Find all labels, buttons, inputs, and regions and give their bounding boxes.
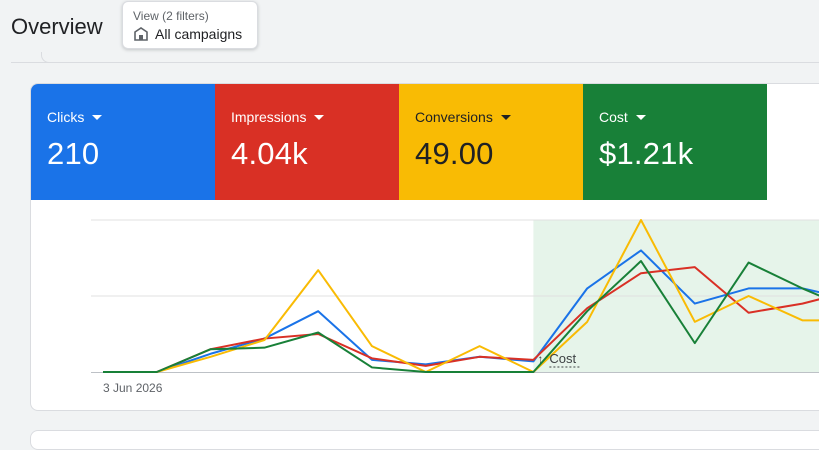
caret-down-icon [500, 114, 511, 120]
filter-value: All campaigns [133, 26, 242, 42]
metric-tabs: Clicks 210 Impressions 4.04k Conversions… [31, 84, 767, 200]
metric-label: Clicks [47, 109, 215, 125]
metric-value: 49.00 [415, 136, 494, 171]
metric-label: Impressions [231, 109, 399, 125]
metric-value: 4.04k [231, 136, 308, 171]
caret-down-icon [635, 114, 646, 120]
annotation-label: Cost [549, 351, 576, 366]
cost-annotation[interactable]: ↑ Cost [537, 351, 582, 368]
series-line-3 [103, 260, 819, 373]
metric-tab-impressions[interactable]: Impressions 4.04k [215, 84, 399, 200]
filter-caption: View (2 filters) [133, 9, 209, 23]
metric-value: $1.21k [599, 136, 694, 171]
performance-line-chart[interactable]: ↑ Cost 3 Jun 2026 [31, 200, 819, 411]
filter-value-label: All campaigns [155, 26, 243, 42]
view-filter-chip[interactable]: View (2 filters) All campaigns [122, 1, 258, 49]
section-divider [11, 52, 819, 63]
metric-tab-clicks[interactable]: Clicks 210 [31, 84, 215, 200]
page-title: Overview [11, 14, 103, 39]
arrow-up-icon: ↑ [537, 352, 543, 366]
overview-card: Clicks 210 Impressions 4.04k Conversions… [30, 83, 819, 411]
caret-down-icon [92, 114, 103, 120]
series-line-2 [103, 219, 819, 373]
metric-tab-cost[interactable]: Cost $1.21k [583, 84, 767, 200]
store-icon [134, 27, 148, 41]
series-lines [103, 219, 819, 373]
x-axis-start-label: 3 Jun 2026 [103, 381, 163, 395]
metric-label: Cost [599, 109, 767, 125]
metric-label: Conversions [415, 109, 583, 125]
metric-tab-conversions[interactable]: Conversions 49.00 [399, 84, 583, 200]
caret-down-icon [314, 114, 325, 120]
series-line-1 [103, 266, 819, 373]
next-card [30, 430, 819, 450]
metric-value: 210 [47, 136, 100, 171]
